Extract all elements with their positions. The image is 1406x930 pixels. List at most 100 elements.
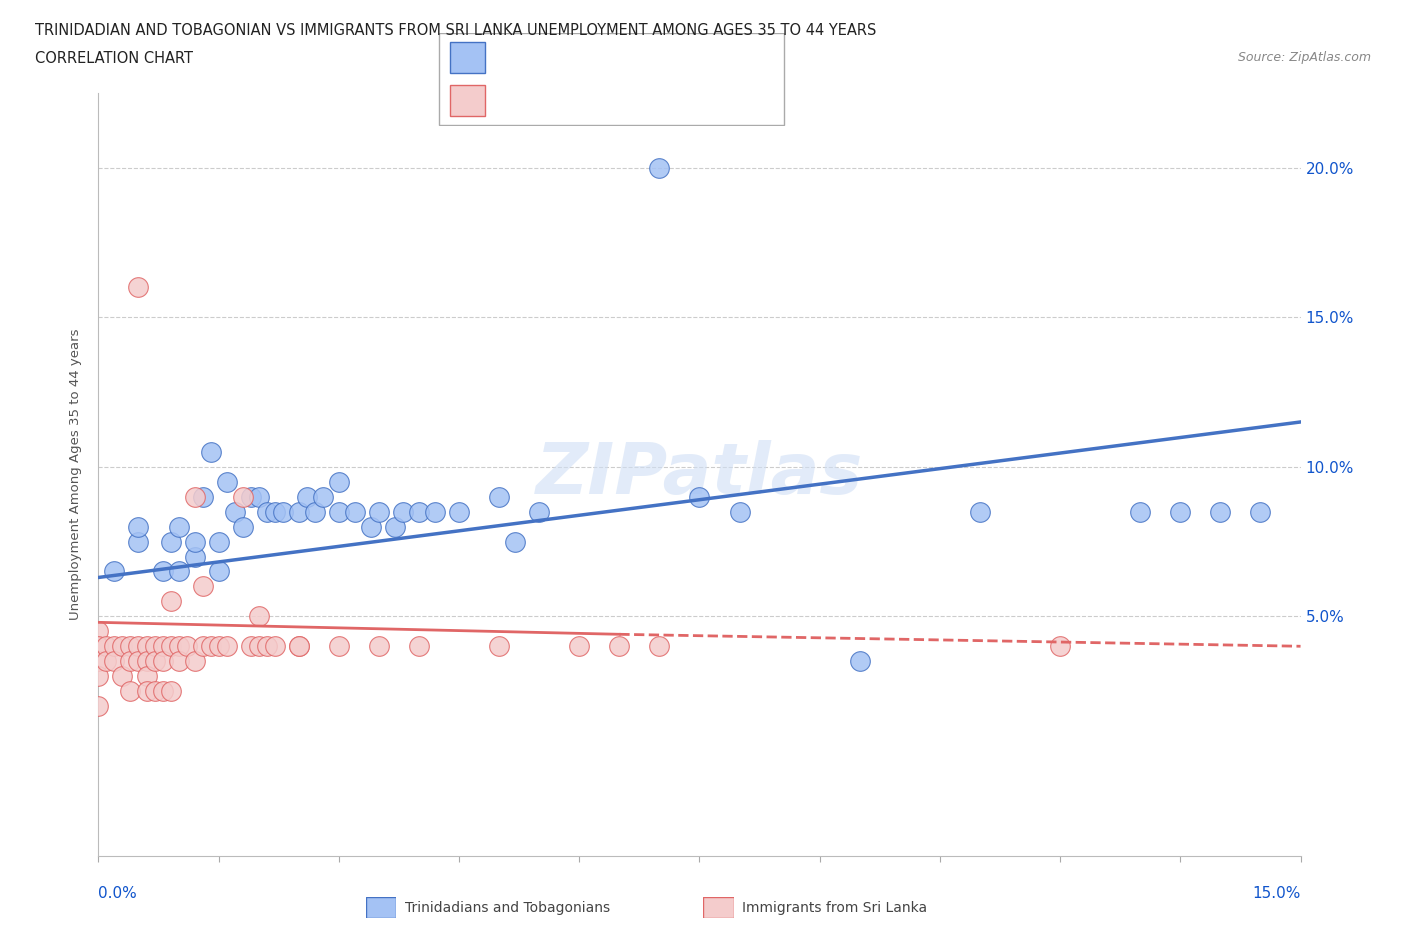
Point <box>1129 504 1152 519</box>
Point <box>191 489 214 504</box>
Point <box>159 534 181 549</box>
Point <box>103 654 125 669</box>
FancyBboxPatch shape <box>450 42 485 73</box>
Point <box>271 504 294 519</box>
Point <box>239 639 262 654</box>
Point <box>128 654 150 669</box>
Point <box>208 534 231 549</box>
Point <box>689 489 711 504</box>
Point <box>423 504 446 519</box>
Point <box>239 489 262 504</box>
Point <box>183 549 205 564</box>
Point <box>159 684 181 698</box>
Point <box>159 639 181 654</box>
Point <box>232 489 254 504</box>
Point <box>1209 504 1232 519</box>
Point <box>568 639 591 654</box>
Point <box>408 639 430 654</box>
Point <box>191 639 214 654</box>
Point <box>152 684 174 698</box>
Point <box>384 519 406 534</box>
Point <box>328 474 350 489</box>
Point <box>87 639 110 654</box>
Point <box>183 534 205 549</box>
Point <box>87 624 110 639</box>
Point <box>96 639 118 654</box>
FancyBboxPatch shape <box>366 897 396 918</box>
Point <box>128 534 150 549</box>
Point <box>167 519 190 534</box>
Text: 15.0%: 15.0% <box>1253 886 1301 901</box>
Point <box>368 504 391 519</box>
Point <box>224 504 246 519</box>
Point <box>263 504 285 519</box>
Point <box>215 639 238 654</box>
Text: TRINIDADIAN AND TOBAGONIAN VS IMMIGRANTS FROM SRI LANKA UNEMPLOYMENT AMONG AGES : TRINIDADIAN AND TOBAGONIAN VS IMMIGRANTS… <box>35 23 876 38</box>
FancyBboxPatch shape <box>439 33 785 125</box>
Point <box>360 519 382 534</box>
Point <box>135 684 157 698</box>
FancyBboxPatch shape <box>450 85 485 116</box>
Point <box>368 639 391 654</box>
Point <box>152 565 174 579</box>
Point <box>208 565 231 579</box>
Point <box>392 504 415 519</box>
Text: R =  -0.011    N =  57: R = -0.011 N = 57 <box>506 91 700 110</box>
Point <box>215 474 238 489</box>
Point <box>183 489 205 504</box>
Text: ZIPatlas: ZIPatlas <box>536 440 863 509</box>
Point <box>1170 504 1192 519</box>
Point <box>191 579 214 594</box>
Point <box>609 639 631 654</box>
Point <box>152 639 174 654</box>
Point <box>143 639 166 654</box>
Point <box>96 654 118 669</box>
Point <box>295 489 318 504</box>
Point <box>128 280 150 295</box>
Point <box>648 639 671 654</box>
Point <box>176 639 198 654</box>
Point <box>167 639 190 654</box>
Point <box>167 654 190 669</box>
Point <box>447 504 470 519</box>
Point <box>120 684 142 698</box>
Point <box>1049 639 1071 654</box>
Point <box>328 504 350 519</box>
Point <box>87 639 110 654</box>
Point <box>849 654 872 669</box>
Point <box>256 639 278 654</box>
Point <box>87 698 110 713</box>
Point <box>969 504 991 519</box>
Point <box>135 654 157 669</box>
Point <box>304 504 326 519</box>
Text: R =  0.248    N =  47: R = 0.248 N = 47 <box>506 48 695 67</box>
Point <box>143 684 166 698</box>
Point <box>135 639 157 654</box>
Point <box>120 654 142 669</box>
Point <box>103 565 125 579</box>
Point <box>343 504 366 519</box>
Point <box>288 639 311 654</box>
Point <box>111 669 134 684</box>
Text: Immigrants from Sri Lanka: Immigrants from Sri Lanka <box>742 900 928 915</box>
Point <box>256 504 278 519</box>
Point <box>288 504 311 519</box>
Point <box>247 609 270 624</box>
FancyBboxPatch shape <box>703 897 734 918</box>
Point <box>328 639 350 654</box>
Point <box>408 504 430 519</box>
Point <box>87 654 110 669</box>
Text: CORRELATION CHART: CORRELATION CHART <box>35 51 193 66</box>
Point <box>128 639 150 654</box>
Point <box>247 639 270 654</box>
Point <box>263 639 285 654</box>
Point <box>167 565 190 579</box>
Point <box>111 639 134 654</box>
Point <box>183 654 205 669</box>
Point <box>200 639 222 654</box>
Point <box>488 489 510 504</box>
Point <box>503 534 526 549</box>
Text: Trinidadians and Tobagonians: Trinidadians and Tobagonians <box>405 900 610 915</box>
Point <box>159 594 181 609</box>
Point <box>288 639 311 654</box>
